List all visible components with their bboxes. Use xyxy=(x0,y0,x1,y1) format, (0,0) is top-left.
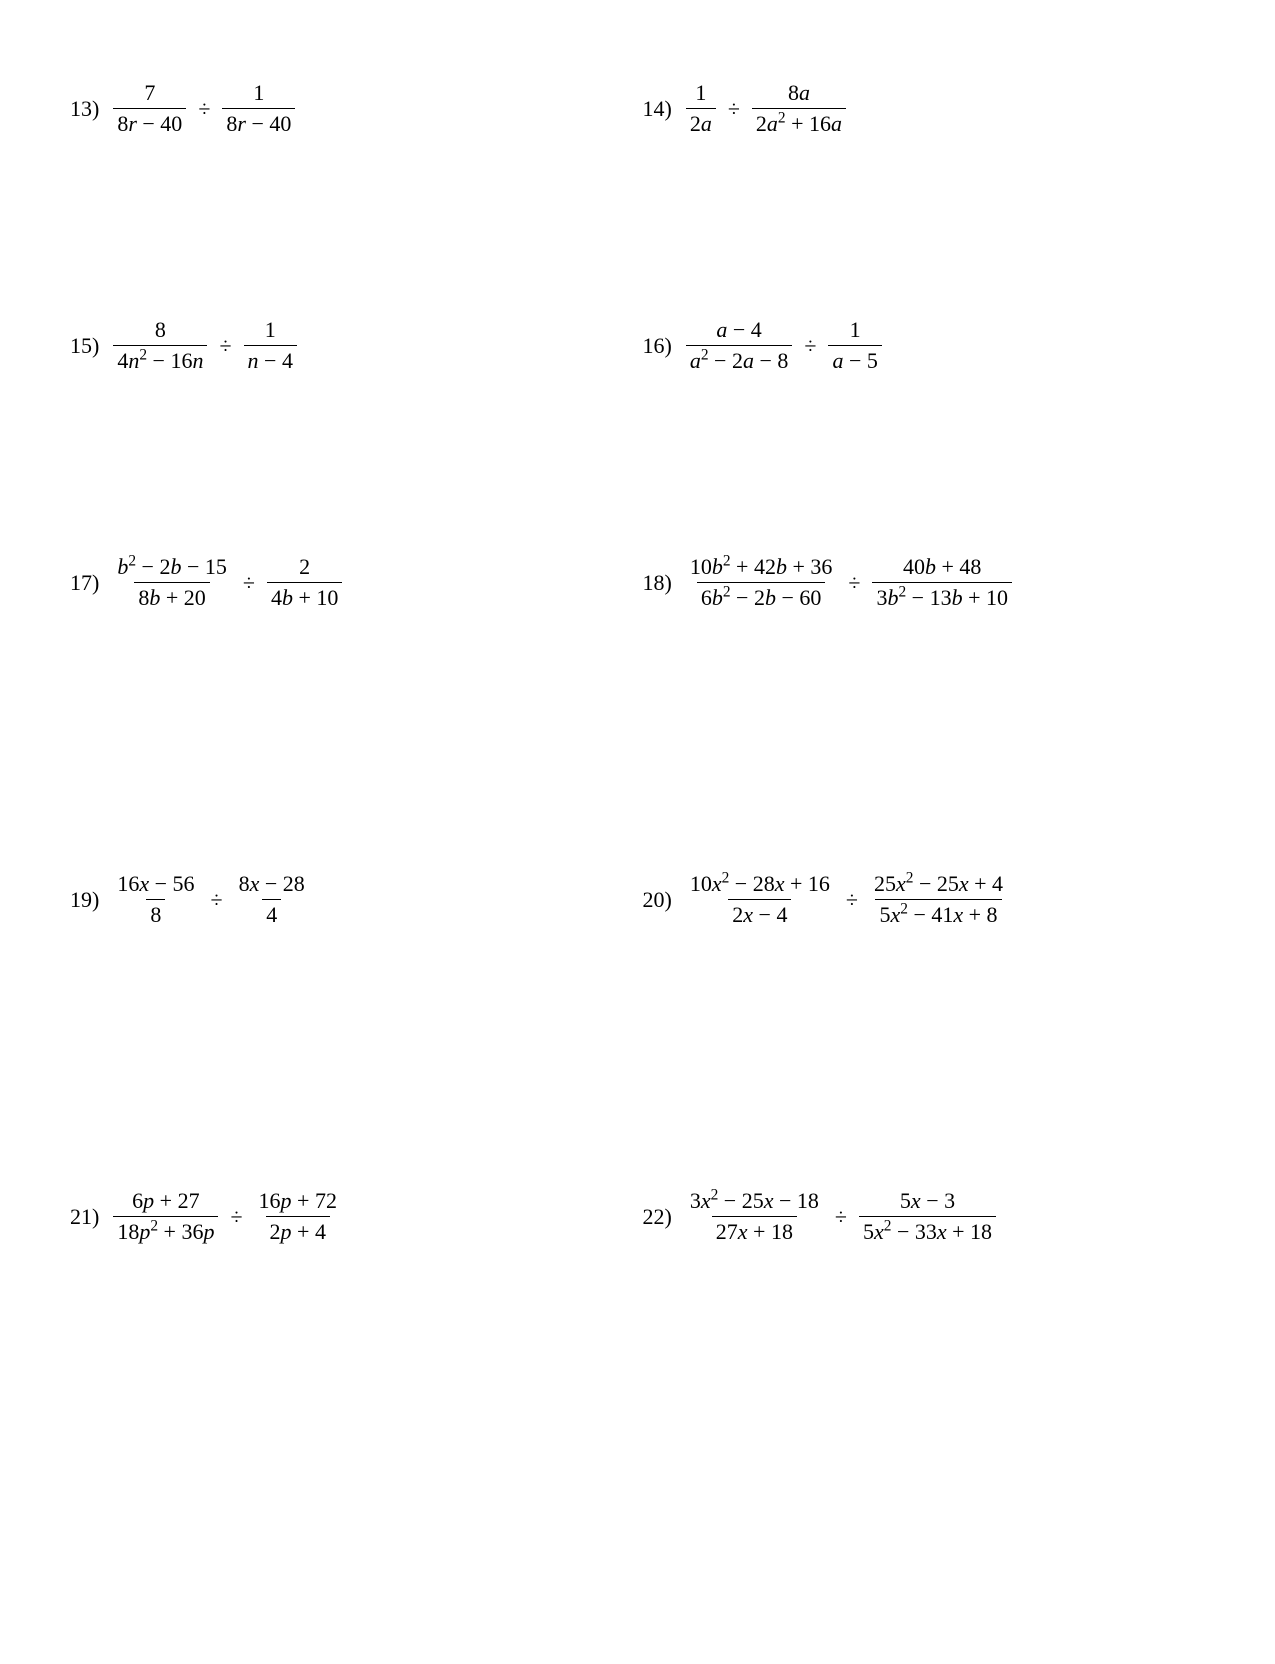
fraction-left: 10b2 + 42b + 36 6b2 − 2b − 60 xyxy=(686,554,837,611)
denominator: 6b2 − 2b − 60 xyxy=(697,582,826,611)
problem-number: 14) xyxy=(643,96,672,122)
fraction-right: 5x − 3 5x2 − 33x + 18 xyxy=(859,1188,996,1245)
numerator: 40b + 48 xyxy=(899,554,985,582)
fraction-left: 6p + 27 18p2 + 36p xyxy=(113,1188,218,1245)
denominator: 8r − 40 xyxy=(222,108,295,137)
denominator: 8b + 20 xyxy=(134,582,209,611)
denominator: 4b + 10 xyxy=(267,582,342,611)
denominator: 4 xyxy=(262,899,281,928)
problem-number: 18) xyxy=(643,570,672,596)
denominator: 18p2 + 36p xyxy=(113,1216,218,1245)
numerator: 10x2 − 28x + 16 xyxy=(686,871,834,899)
problem-16: 16) a − 4 a2 − 2a − 8 ÷ 1 a − 5 xyxy=(643,317,1216,374)
numerator: 6p + 27 xyxy=(128,1188,203,1216)
fraction-right: 25x2 − 25x + 4 5x2 − 41x + 8 xyxy=(870,871,1007,928)
denominator: 8r − 40 xyxy=(113,108,186,137)
denominator: 2a2 + 16a xyxy=(752,108,846,137)
fraction-right: 8x − 28 4 xyxy=(235,871,309,928)
numerator: 16x − 56 xyxy=(113,871,198,899)
problem-22: 22) 3x2 − 25x − 18 27x + 18 ÷ 5x − 3 5x2… xyxy=(643,1188,1216,1245)
operator: ÷ xyxy=(243,570,255,596)
problem-number: 13) xyxy=(70,96,99,122)
numerator: 16p + 72 xyxy=(255,1188,341,1216)
fraction-right: 8a 2a2 + 16a xyxy=(752,80,846,137)
operator: ÷ xyxy=(835,1204,847,1230)
denominator: 4n2 − 16n xyxy=(113,345,207,374)
numerator: 5x − 3 xyxy=(896,1188,959,1216)
denominator: 2x − 4 xyxy=(728,899,791,928)
denominator: 2p + 4 xyxy=(266,1216,330,1245)
denominator: 5x2 − 33x + 18 xyxy=(859,1216,996,1245)
fraction-right: 1 8r − 40 xyxy=(222,80,295,137)
denominator: 8 xyxy=(146,899,165,928)
numerator: 1 xyxy=(691,80,710,108)
problem-19: 19) 16x − 56 8 ÷ 8x − 28 4 xyxy=(70,871,643,928)
numerator: 25x2 − 25x + 4 xyxy=(870,871,1007,899)
problem-number: 22) xyxy=(643,1204,672,1230)
problem-20: 20) 10x2 − 28x + 16 2x − 4 ÷ 25x2 − 25x … xyxy=(643,871,1216,928)
denominator: a2 − 2a − 8 xyxy=(686,345,793,374)
denominator: 27x + 18 xyxy=(712,1216,797,1245)
problem-row: 15) 8 4n2 − 16n ÷ 1 n − 4 16) a − 4 a2 −… xyxy=(70,317,1215,374)
numerator: 8x − 28 xyxy=(235,871,309,899)
operator: ÷ xyxy=(846,887,858,913)
operator: ÷ xyxy=(230,1204,242,1230)
numerator: 1 xyxy=(249,80,268,108)
numerator: 8a xyxy=(784,80,814,108)
problem-13: 13) 7 8r − 40 ÷ 1 8r − 40 xyxy=(70,80,643,137)
operator: ÷ xyxy=(219,333,231,359)
problem-number: 15) xyxy=(70,333,99,359)
denominator: a − 5 xyxy=(828,345,881,374)
problem-18: 18) 10b2 + 42b + 36 6b2 − 2b − 60 ÷ 40b … xyxy=(643,554,1216,611)
problem-number: 21) xyxy=(70,1204,99,1230)
operator: ÷ xyxy=(804,333,816,359)
fraction-right: 1 n − 4 xyxy=(244,317,297,374)
operator: ÷ xyxy=(211,887,223,913)
denominator: 5x2 − 41x + 8 xyxy=(875,899,1001,928)
operator: ÷ xyxy=(848,570,860,596)
problem-number: 20) xyxy=(643,887,672,913)
fraction-right: 16p + 72 2p + 4 xyxy=(255,1188,341,1245)
fraction-right: 40b + 48 3b2 − 13b + 10 xyxy=(872,554,1012,611)
numerator: 1 xyxy=(846,317,865,345)
problem-number: 16) xyxy=(643,333,672,359)
fraction-left: 16x − 56 8 xyxy=(113,871,198,928)
fraction-left: 8 4n2 − 16n xyxy=(113,317,207,374)
operator: ÷ xyxy=(198,96,210,122)
numerator: 2 xyxy=(295,554,314,582)
fraction-left: 7 8r − 40 xyxy=(113,80,186,137)
worksheet-page: 13) 7 8r − 40 ÷ 1 8r − 40 14) 1 2a ÷ xyxy=(0,0,1275,1485)
numerator: 3x2 − 25x − 18 xyxy=(686,1188,823,1216)
problem-row: 17) b2 − 2b − 15 8b + 20 ÷ 2 4b + 10 18)… xyxy=(70,554,1215,611)
denominator: 2a xyxy=(686,108,716,137)
fraction-left: a − 4 a2 − 2a − 8 xyxy=(686,317,793,374)
numerator: a − 4 xyxy=(712,317,765,345)
numerator: 7 xyxy=(140,80,159,108)
problem-row: 19) 16x − 56 8 ÷ 8x − 28 4 20) 10x2 − 28… xyxy=(70,871,1215,928)
problem-row: 21) 6p + 27 18p2 + 36p ÷ 16p + 72 2p + 4… xyxy=(70,1188,1215,1245)
problem-15: 15) 8 4n2 − 16n ÷ 1 n − 4 xyxy=(70,317,643,374)
fraction-left: b2 − 2b − 15 8b + 20 xyxy=(113,554,231,611)
problem-17: 17) b2 − 2b − 15 8b + 20 ÷ 2 4b + 10 xyxy=(70,554,643,611)
fraction-right: 2 4b + 10 xyxy=(267,554,342,611)
operator: ÷ xyxy=(728,96,740,122)
denominator: 3b2 − 13b + 10 xyxy=(872,582,1012,611)
problem-21: 21) 6p + 27 18p2 + 36p ÷ 16p + 72 2p + 4 xyxy=(70,1188,643,1245)
fraction-left: 10x2 − 28x + 16 2x − 4 xyxy=(686,871,834,928)
problem-14: 14) 1 2a ÷ 8a 2a2 + 16a xyxy=(643,80,1216,137)
fraction-left: 1 2a xyxy=(686,80,716,137)
numerator: 10b2 + 42b + 36 xyxy=(686,554,837,582)
numerator: 1 xyxy=(261,317,280,345)
numerator: 8 xyxy=(151,317,170,345)
problem-number: 17) xyxy=(70,570,99,596)
fraction-right: 1 a − 5 xyxy=(828,317,881,374)
problem-row: 13) 7 8r − 40 ÷ 1 8r − 40 14) 1 2a ÷ xyxy=(70,80,1215,137)
numerator: b2 − 2b − 15 xyxy=(113,554,231,582)
fraction-left: 3x2 − 25x − 18 27x + 18 xyxy=(686,1188,823,1245)
problem-number: 19) xyxy=(70,887,99,913)
denominator: n − 4 xyxy=(244,345,297,374)
